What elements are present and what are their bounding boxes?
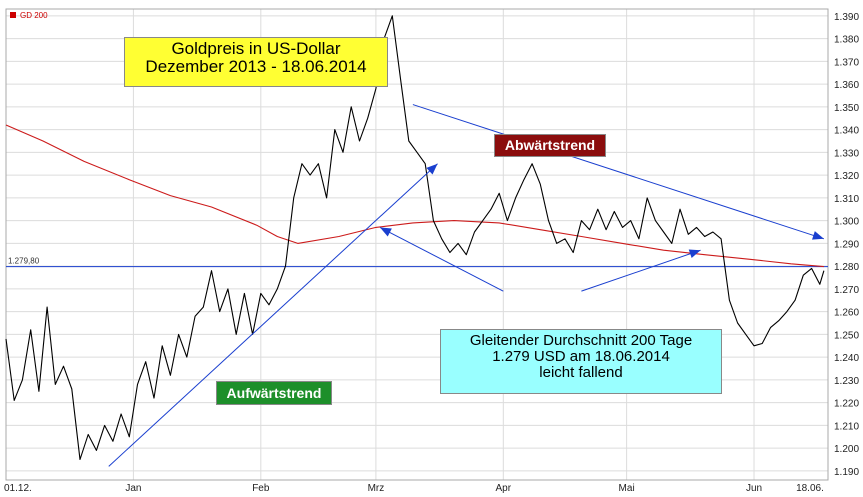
legend-marker [10, 12, 16, 18]
y-tick-label: 1.360 [834, 80, 859, 91]
downtrend-label: Abwärtstrend [494, 134, 606, 157]
y-tick-label: 1.310 [834, 194, 859, 205]
plot-frame [5, 8, 829, 481]
y-tick-label: 1.270 [834, 285, 859, 296]
legend: GD 200 [10, 11, 48, 20]
y-tick-label: 1.250 [834, 330, 859, 341]
y-tick-label: 1.300 [834, 217, 859, 228]
ma-box-line-1: Gleitender Durchschnitt 200 Tage [469, 332, 693, 349]
y-tick-label: 1.380 [834, 35, 859, 46]
legend-label: GD 200 [20, 11, 48, 20]
title-line-1: Goldpreis in US-Dollar [171, 39, 341, 58]
y-tick-label: 1.340 [834, 126, 859, 137]
uptrend-arrow-line [108, 163, 438, 467]
x-tick-label: 01.12. [4, 483, 32, 494]
y-tick-label: 1.330 [834, 148, 859, 159]
ma-pointer-arrow-line [379, 226, 504, 292]
ma-pointer-arrow-line [581, 249, 701, 292]
x-tick-label: Mrz [368, 483, 385, 494]
y-tick-label: 1.260 [834, 308, 859, 319]
title-line-2: Dezember 2013 - 18.06.2014 [145, 56, 367, 76]
y-tick-label: 1.200 [834, 444, 859, 455]
y-tick-label: 1.290 [834, 239, 859, 250]
x-axis: 01.12. Jan Feb Mrz Apr Mai Jun 18.06. [4, 483, 824, 494]
x-tick-label: 18.06. [796, 483, 824, 494]
y-tick-label: 1.240 [834, 353, 859, 364]
x-tick-label: Jan [125, 483, 141, 494]
reference-line-group: 1.279,80 [6, 257, 828, 268]
y-tick-label: 1.220 [834, 399, 859, 410]
x-tick-label: Mai [619, 483, 635, 494]
y-tick-label: 1.320 [834, 171, 859, 182]
x-tick-label: Apr [496, 483, 512, 494]
y-tick-label: 1.370 [834, 57, 859, 68]
annotation-arrows [108, 104, 825, 467]
ma-pointer-arrow-head [380, 227, 392, 237]
y-tick-label: 1.390 [834, 12, 859, 23]
ma-box-line-2: 1.279 USD am 18.06.2014 [492, 347, 670, 365]
series-group [5, 15, 825, 461]
moving-average-box: Gleitender Durchschnitt 200 Tage 1.279 U… [440, 329, 722, 394]
ma-box-line-3: leicht fallend [539, 363, 623, 381]
moving-average-200-line [5, 124, 824, 268]
y-tick-label: 1.230 [834, 376, 859, 387]
y-axis: 1.190 1.200 1.210 1.220 1.230 1.240 1.250 1.260… [834, 12, 859, 478]
x-tick-label: Feb [252, 483, 270, 494]
y-tick-label: 1.210 [834, 421, 859, 432]
y-tick-label: 1.280 [834, 262, 859, 273]
downtrend-arrow-head [812, 231, 824, 240]
gold-price-line [5, 15, 825, 461]
uptrend-label: Aufwärtstrend [216, 381, 332, 405]
title-box: Goldpreis in US-Dollar Dezember 2013 - 1… [124, 37, 388, 87]
ma-pointer-arrow-head [688, 249, 701, 259]
downtrend-arrow-line [412, 104, 825, 240]
y-tick-label: 1.350 [834, 103, 859, 114]
reference-line-label: 1.279,80 [8, 257, 40, 266]
y-tick-label: 1.190 [834, 467, 859, 478]
x-tick-label: Jun [746, 483, 762, 494]
uptrend-arrow-head [426, 163, 438, 175]
